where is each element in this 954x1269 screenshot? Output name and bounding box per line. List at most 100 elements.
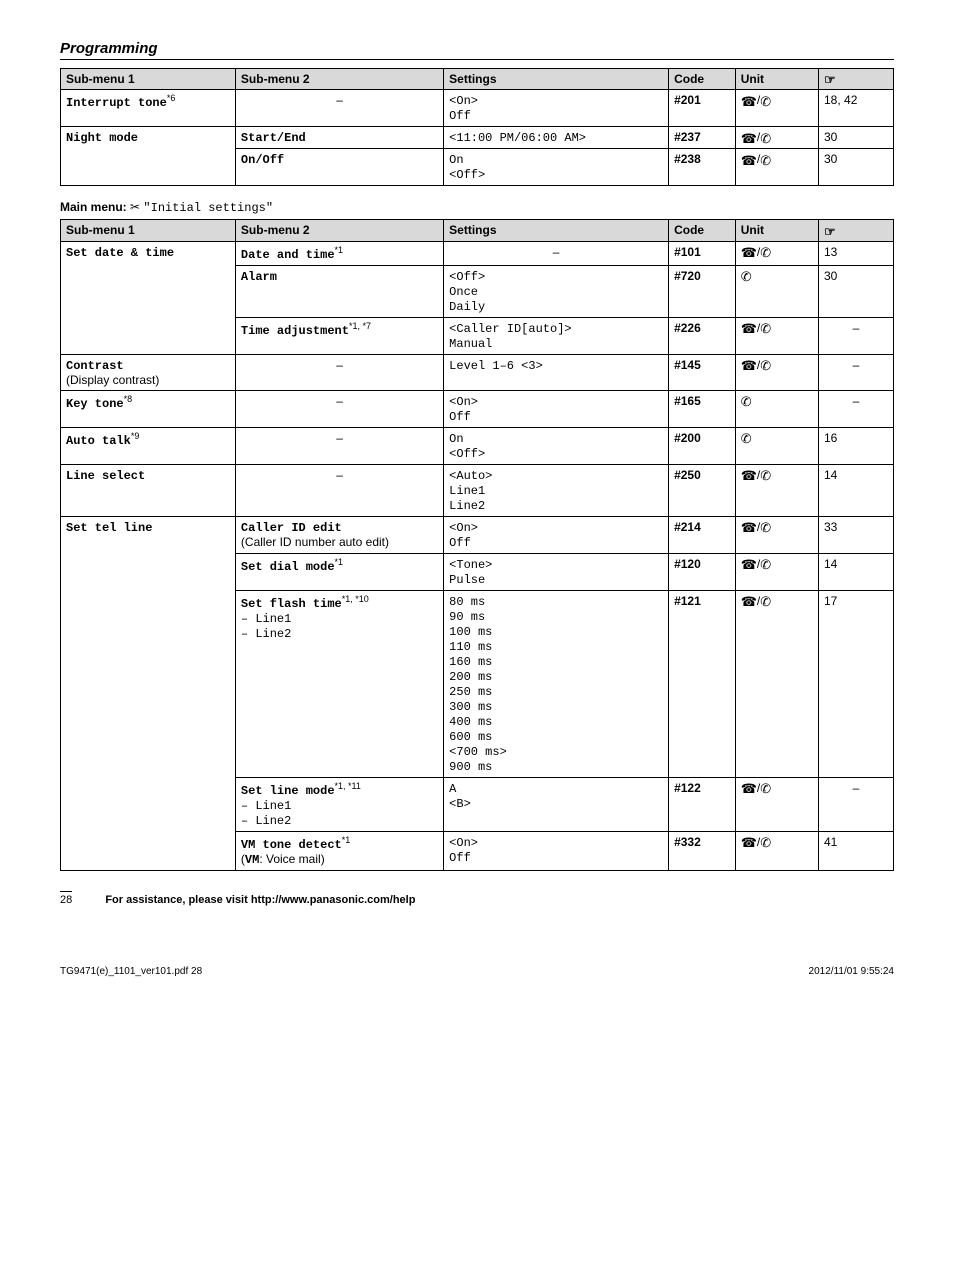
col-sub-menu-1: Sub-menu 1: [61, 220, 236, 241]
handset-icon: ✆: [760, 469, 771, 482]
handset-icon: ✆: [760, 521, 771, 534]
handset-icon: ✆: [760, 132, 771, 145]
table-row: Line select–<Auto>Line1Line2#250☎/✆14: [61, 464, 894, 516]
cell-unit: ☎/✆: [735, 127, 818, 149]
cell-settings: <On>Off: [444, 390, 669, 427]
col-settings: Settings: [444, 69, 669, 90]
cell-code: #214: [669, 516, 736, 553]
handset-icon: ✆: [760, 95, 771, 108]
handset-icon: ✆: [741, 395, 752, 408]
cell-sub-menu-2: Set line mode*1, *11– Line1– Line2: [235, 777, 443, 831]
cell-page: 33: [819, 516, 894, 553]
cell-sub-menu-2: Caller ID edit(Caller ID number auto edi…: [235, 516, 443, 553]
cell-settings: <11:00 PM/06:00 AM>: [444, 127, 669, 149]
cell-page: –: [819, 390, 894, 427]
cell-code: #122: [669, 777, 736, 831]
cell-sub-menu-2: –: [235, 464, 443, 516]
print-metadata: TG9471(e)_1101_ver101.pdf 28 2012/11/01 …: [60, 966, 894, 977]
cell-page: 16: [819, 427, 894, 464]
cell-settings: <Tone>Pulse: [444, 553, 669, 590]
cell-sub-menu-1: Night mode: [61, 127, 236, 186]
hand-icon: ☞: [824, 73, 836, 86]
handset-icon: ✆: [760, 359, 771, 372]
handset-icon: ✆: [760, 782, 771, 795]
cell-unit: ✆: [735, 390, 818, 427]
cell-code: #332: [669, 831, 736, 870]
cell-code: #120: [669, 553, 736, 590]
cell-sub-menu-2: –: [235, 390, 443, 427]
base-icon: ☎: [741, 782, 757, 795]
cell-settings: 80 ms90 ms100 ms110 ms160 ms200 ms250 ms…: [444, 590, 669, 777]
cell-sub-menu-1: Key tone*8: [61, 390, 236, 427]
base-icon: ☎: [741, 836, 757, 849]
handset-icon: ✆: [760, 246, 771, 259]
handset-icon: ✆: [741, 270, 752, 283]
cell-page: 14: [819, 553, 894, 590]
cell-unit: ☎/✆: [735, 354, 818, 390]
cell-code: #101: [669, 241, 736, 265]
cell-sub-menu-1: Set date & time: [61, 241, 236, 354]
cell-unit: ☎/✆: [735, 90, 818, 127]
cell-page: 30: [819, 265, 894, 317]
table-row: Key tone*8–<On>Off#165✆–: [61, 390, 894, 427]
cell-settings: Level 1–6 <3>: [444, 354, 669, 390]
cell-code: #121: [669, 590, 736, 777]
base-icon: ☎: [741, 246, 757, 259]
table-programming-2: Sub-menu 1 Sub-menu 2 Settings Code Unit…: [60, 219, 894, 870]
col-sub-menu-1: Sub-menu 1: [61, 69, 236, 90]
cell-settings: A<B>: [444, 777, 669, 831]
base-icon: ☎: [741, 322, 757, 335]
col-code: Code: [669, 69, 736, 90]
scissors-icon: ✂: [130, 200, 140, 214]
section-title: Programming: [60, 40, 894, 60]
main-menu-header: Main menu: ✂ "Initial settings": [60, 200, 894, 215]
table-row: Night modeStart/End<11:00 PM/06:00 AM>#2…: [61, 127, 894, 149]
main-menu-label: Main menu:: [60, 200, 127, 214]
cell-unit: ☎/✆: [735, 590, 818, 777]
cell-sub-menu-2: Date and time*1: [235, 241, 443, 265]
cell-unit: ☎/✆: [735, 516, 818, 553]
base-icon: ☎: [741, 154, 757, 167]
cell-page: –: [819, 354, 894, 390]
table-row: Set tel lineCaller ID edit(Caller ID num…: [61, 516, 894, 553]
table-row: Contrast(Display contrast)–Level 1–6 <3>…: [61, 354, 894, 390]
cell-sub-menu-2: Alarm: [235, 265, 443, 317]
cell-settings: <Auto>Line1Line2: [444, 464, 669, 516]
handset-icon: ✆: [741, 432, 752, 445]
cell-unit: ☎/✆: [735, 553, 818, 590]
cell-sub-menu-1: Auto talk*9: [61, 427, 236, 464]
handset-icon: ✆: [760, 322, 771, 335]
cell-code: #200: [669, 427, 736, 464]
cell-settings: –: [444, 241, 669, 265]
base-icon: ☎: [741, 595, 757, 608]
col-unit: Unit: [735, 220, 818, 241]
cell-sub-menu-2: –: [235, 427, 443, 464]
base-icon: ☎: [741, 469, 757, 482]
cell-unit: ☎/✆: [735, 777, 818, 831]
page-number: 28: [60, 891, 72, 906]
col-sub-menu-2: Sub-menu 2: [235, 220, 443, 241]
page-footer: 28 For assistance, please visit http://w…: [60, 891, 894, 906]
base-icon: ☎: [741, 558, 757, 571]
cell-sub-menu-2: On/Off: [235, 149, 443, 186]
cell-settings: <On>Off: [444, 831, 669, 870]
cell-code: #226: [669, 317, 736, 354]
cell-page: 14: [819, 464, 894, 516]
base-icon: ☎: [741, 95, 757, 108]
table-row: Auto talk*9–On<Off>#200✆16: [61, 427, 894, 464]
col-unit: Unit: [735, 69, 818, 90]
table-row: Set date & timeDate and time*1–#101☎/✆13: [61, 241, 894, 265]
hand-icon: ☞: [824, 225, 836, 238]
cell-unit: ✆: [735, 265, 818, 317]
cell-code: #238: [669, 149, 736, 186]
main-menu-text: "Initial settings": [143, 201, 273, 215]
assist-text: For assistance, please visit http://www.…: [105, 894, 415, 906]
cell-code: #237: [669, 127, 736, 149]
cell-page: 13: [819, 241, 894, 265]
cell-unit: ☎/✆: [735, 464, 818, 516]
cell-sub-menu-1: Interrupt tone*6: [61, 90, 236, 127]
cell-unit: ☎/✆: [735, 317, 818, 354]
cell-sub-menu-1: Contrast(Display contrast): [61, 354, 236, 390]
cell-sub-menu-1: Set tel line: [61, 516, 236, 870]
cell-sub-menu-2: –: [235, 354, 443, 390]
